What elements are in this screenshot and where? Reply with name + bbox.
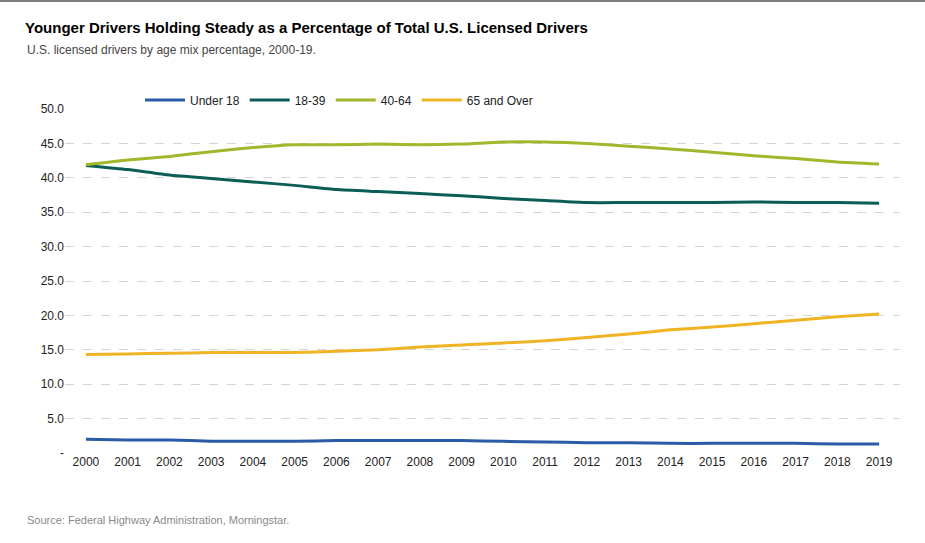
- svg-text:2019: 2019: [866, 455, 893, 469]
- svg-text:-: -: [60, 446, 64, 460]
- svg-text:2004: 2004: [240, 455, 267, 469]
- svg-text:2001: 2001: [114, 455, 141, 469]
- svg-text:15.0: 15.0: [41, 343, 65, 357]
- svg-text:2007: 2007: [365, 455, 392, 469]
- svg-text:2002: 2002: [156, 455, 183, 469]
- svg-text:40.0: 40.0: [41, 171, 65, 185]
- svg-text:35.0: 35.0: [41, 205, 65, 219]
- svg-text:2000: 2000: [73, 455, 100, 469]
- svg-text:30.0: 30.0: [41, 240, 65, 254]
- svg-text:2010: 2010: [490, 455, 517, 469]
- svg-text:50.0: 50.0: [41, 102, 65, 116]
- svg-text:Source: Federal Highway Admini: Source: Federal Highway Administration, …: [27, 514, 289, 526]
- svg-text:10.0: 10.0: [41, 377, 65, 391]
- svg-text:5.0: 5.0: [47, 412, 64, 426]
- svg-text:2008: 2008: [407, 455, 434, 469]
- svg-text:2011: 2011: [532, 455, 558, 469]
- svg-text:2015: 2015: [699, 455, 726, 469]
- svg-text:Under 18: Under 18: [190, 94, 240, 108]
- svg-text:2005: 2005: [281, 455, 308, 469]
- svg-text:2017: 2017: [782, 455, 809, 469]
- svg-text:2016: 2016: [741, 455, 768, 469]
- svg-text:40-64: 40-64: [381, 94, 412, 108]
- svg-text:2018: 2018: [824, 455, 851, 469]
- svg-text:2012: 2012: [574, 455, 601, 469]
- svg-text:2013: 2013: [615, 455, 642, 469]
- svg-text:2003: 2003: [198, 455, 225, 469]
- svg-text:18-39: 18-39: [295, 94, 326, 108]
- svg-text:Younger Drivers Holding Steady: Younger Drivers Holding Steady as a Perc…: [25, 19, 588, 36]
- svg-text:2014: 2014: [657, 455, 684, 469]
- svg-text:2009: 2009: [448, 455, 475, 469]
- svg-text:25.0: 25.0: [41, 274, 65, 288]
- svg-text:45.0: 45.0: [41, 137, 65, 151]
- svg-text:20.0: 20.0: [41, 309, 65, 323]
- svg-text:65 and Over: 65 and Over: [467, 94, 533, 108]
- svg-text:2006: 2006: [323, 455, 350, 469]
- svg-text:U.S. licensed drivers by age m: U.S. licensed drivers by age mix percent…: [27, 43, 316, 57]
